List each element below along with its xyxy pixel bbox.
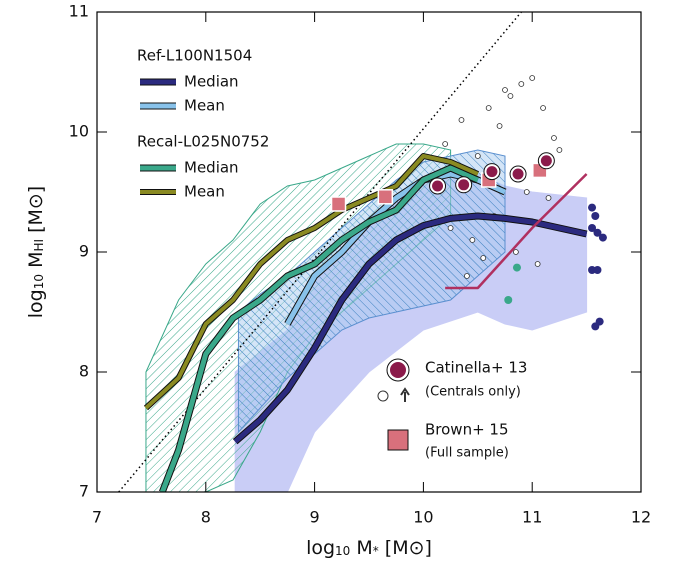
catinella-point [432, 180, 444, 192]
catinella-point [540, 155, 552, 167]
legend-label: Median [184, 73, 239, 91]
galaxy-point [518, 81, 525, 87]
x-axis-label-part: M [350, 537, 372, 559]
galaxy-point [502, 87, 508, 93]
x-axis-label-part: 10 [335, 544, 350, 558]
y-axis-label: log10 MHI [M⊙] [25, 186, 47, 318]
series-line [159, 165, 479, 492]
legend-label: Mean [184, 183, 225, 201]
galaxy-point [534, 261, 541, 267]
teal-point [504, 296, 513, 304]
galaxy-point [469, 237, 476, 243]
x-axis-label-part: [M⊙] [379, 537, 432, 559]
side-point [591, 322, 600, 331]
y-tick-label: 10 [69, 122, 89, 141]
galaxy-point [447, 225, 454, 231]
y-tick-label: 8 [79, 362, 89, 381]
galaxy-point [485, 105, 492, 111]
x-tick-label: 8 [201, 508, 211, 527]
catinella-point [458, 179, 470, 191]
x-tick-label: 12 [631, 508, 651, 527]
side-point [588, 203, 597, 212]
galaxy-point [545, 195, 552, 201]
galaxy-point [551, 135, 557, 141]
galaxy-point [480, 255, 487, 261]
galaxy-point [540, 105, 546, 111]
legend-note: (Full sample) [425, 446, 509, 461]
legend-note: (Centrals only) [425, 385, 521, 400]
legend-label: Mean [184, 97, 225, 115]
galaxy-point [512, 249, 519, 255]
side-point [593, 266, 602, 274]
x-tick-label: 7 [92, 508, 102, 527]
y-axis-label-part: [M⊙] [25, 186, 47, 239]
galaxy-point [496, 123, 503, 129]
x-axis-label: log10 M* [M⊙] [306, 537, 432, 559]
side-point [598, 233, 607, 242]
legend-group-title: Recal-L025N0752 [137, 133, 269, 151]
y-axis-label-part: M [25, 252, 47, 274]
legend-arrow [400, 387, 410, 402]
galaxy-point [529, 75, 536, 81]
legend-label: Catinella+ 13 [425, 359, 527, 377]
galaxy-point [523, 189, 530, 195]
galaxy-point [464, 273, 470, 279]
series-line [144, 154, 479, 410]
brown-point [377, 189, 394, 205]
teal-point [512, 263, 521, 272]
brown-point [330, 196, 347, 212]
galaxy-point [474, 153, 481, 159]
galaxy-point [507, 93, 514, 99]
x-axis-label-part: log [306, 537, 335, 559]
side-point [591, 212, 600, 220]
y-axis-label-part: 10 [32, 274, 46, 289]
y-tick-label: 11 [69, 2, 89, 21]
catinella-point [512, 168, 524, 180]
galaxy-point [458, 117, 465, 123]
galaxy-point [556, 147, 563, 153]
legend-label: Median [184, 159, 239, 177]
catinella-point [486, 166, 498, 178]
legend-catinella [390, 362, 406, 378]
legend: Ref-L100N1504 Median Mean Recal-L025N0752 Me… [137, 47, 527, 461]
x-tick-label: 10 [413, 508, 433, 527]
y-tick-label: 7 [79, 482, 89, 501]
x-tick-label: 9 [310, 508, 320, 527]
legend-label: Brown+ 15 [425, 421, 509, 439]
legend-open [377, 390, 389, 402]
x-axis-label-part: * [373, 544, 379, 558]
y-axis-label-part: HI [32, 239, 46, 252]
plot-area [118, 12, 607, 492]
y-axis-label-part: log [25, 289, 47, 318]
galaxy-point [442, 141, 449, 147]
stacking-line [445, 173, 588, 290]
side-point [588, 224, 597, 232]
legend-brown [387, 429, 409, 451]
legend-group-title: Ref-L100N1504 [137, 47, 252, 65]
side-point [593, 228, 602, 237]
y-tick-label: 9 [79, 242, 89, 261]
series-line [233, 213, 588, 444]
x-tick-label: 11 [522, 508, 542, 527]
